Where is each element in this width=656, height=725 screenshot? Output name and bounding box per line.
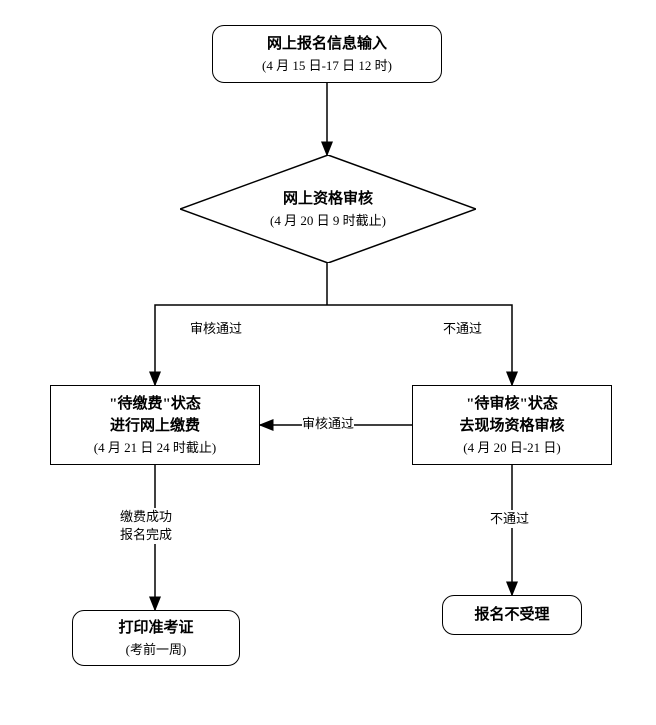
edge-label-e3: 审核通过 <box>190 320 242 338</box>
node-print-admission-ticket: 打印准考证 (考前一周) <box>72 610 240 666</box>
edge-label-e5: 审核通过 <box>302 415 354 433</box>
flowchart-container: 网上报名信息输入 (4 月 15 日-17 日 12 时) 网上资格审核 (4 … <box>0 0 656 725</box>
node-line2: 去现场资格审核 <box>459 415 564 438</box>
node-subtitle: (考前一周) <box>126 640 187 660</box>
node-registration-rejected: 报名不受理 <box>442 595 582 635</box>
node-title: 报名不受理 <box>474 604 549 627</box>
node-pending-payment: "待缴费"状态 进行网上缴费 (4 月 21 日 24 时截止) <box>50 385 260 465</box>
node-title: 网上资格审核 <box>283 188 373 211</box>
node-online-registration: 网上报名信息输入 (4 月 15 日-17 日 12 时) <box>212 25 442 83</box>
node-subtitle: (4 月 21 日 24 时截止) <box>94 438 216 458</box>
node-title: "待审核"状态 <box>466 393 558 416</box>
node-subtitle: (4 月 20 日-21 日) <box>463 438 561 458</box>
edge-label-e6: 缴费成功报名完成 <box>120 508 172 544</box>
node-pending-review: "待审核"状态 去现场资格审核 (4 月 20 日-21 日) <box>412 385 612 465</box>
edge-label-e7: 不通过 <box>490 510 529 528</box>
node-title: "待缴费"状态 <box>109 393 201 416</box>
node-title: 打印准考证 <box>118 617 193 640</box>
node-online-review-decision: 网上资格审核 (4 月 20 日 9 时截止) <box>180 155 476 263</box>
node-line2: 进行网上缴费 <box>110 415 200 438</box>
edge-label-e4: 不通过 <box>443 320 482 338</box>
node-subtitle: (4 月 15 日-17 日 12 时) <box>262 56 392 76</box>
node-subtitle: (4 月 20 日 9 时截止) <box>270 211 386 231</box>
node-title: 网上报名信息输入 <box>267 33 387 56</box>
